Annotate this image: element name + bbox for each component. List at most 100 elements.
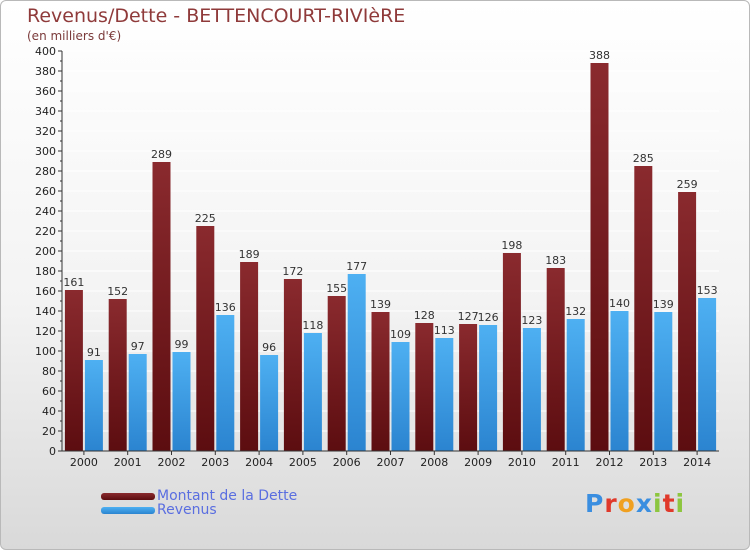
data-label-revenus: 136	[215, 301, 236, 314]
legend-swatch-revenus	[101, 506, 155, 514]
data-label-dette: 152	[107, 285, 128, 298]
x-tick-label: 2012	[596, 456, 624, 469]
data-label-revenus: 177	[346, 260, 367, 273]
legend-label-revenus: Revenus	[157, 502, 217, 518]
data-label-dette: 388	[589, 49, 610, 62]
data-label-revenus: 109	[390, 328, 411, 341]
data-label-dette: 139	[370, 298, 391, 311]
logo-letter: o	[617, 489, 636, 518]
data-label-revenus: 140	[609, 297, 630, 310]
logo-letter: P	[585, 489, 605, 518]
y-tick-label: 220	[35, 225, 56, 238]
data-label-revenus: 126	[478, 311, 499, 324]
y-tick-label: 160	[35, 285, 56, 298]
chart-title: Revenus/Dette - BETTENCOURT-RIVIèRE	[27, 5, 406, 27]
bar-dette	[502, 253, 521, 451]
bar-revenus	[654, 312, 673, 451]
legend-label-dette: Montant de la Dette	[157, 488, 298, 504]
y-tick-label: 0	[49, 445, 56, 458]
y-tick-label: 360	[35, 85, 56, 98]
logo-letter: i	[675, 489, 686, 518]
proxiti-logo: Proxiti	[585, 489, 685, 518]
logo-letter: i	[653, 489, 663, 518]
y-tick-label: 20	[42, 425, 56, 438]
bar-revenus	[566, 319, 585, 451]
data-label-dette: 225	[195, 212, 216, 225]
data-label-dette: 172	[282, 265, 303, 278]
data-label-revenus: 96	[262, 341, 276, 354]
x-tick-label: 2004	[245, 456, 273, 469]
x-tick-label: 2001	[114, 456, 142, 469]
y-tick-label: 40	[42, 405, 56, 418]
y-tick-label: 260	[35, 185, 56, 198]
legend-item-revenus: Revenus	[101, 503, 217, 517]
bar-revenus	[303, 333, 322, 451]
x-tick-label: 2009	[464, 456, 492, 469]
bar-dette	[240, 262, 259, 451]
data-label-revenus: 132	[565, 305, 586, 318]
bar-revenus	[391, 342, 410, 451]
bar-dette	[196, 226, 215, 451]
data-label-revenus: 97	[131, 340, 145, 353]
legend-item-dette: Montant de la Dette	[101, 489, 297, 503]
bar-revenus	[216, 315, 235, 451]
data-label-revenus: 99	[175, 338, 189, 351]
x-tick-label: 2006	[333, 456, 361, 469]
x-tick-label: 2002	[158, 456, 186, 469]
data-label-dette: 189	[239, 248, 260, 261]
data-label-dette: 259	[677, 178, 698, 191]
y-tick-label: 100	[35, 345, 56, 358]
x-tick-label: 2014	[683, 456, 711, 469]
bar-dette	[152, 162, 171, 451]
bar-revenus	[347, 274, 366, 451]
x-tick-label: 2007	[377, 456, 405, 469]
data-label-dette: 183	[545, 254, 566, 267]
bar-dette	[283, 279, 302, 451]
y-tick-label: 280	[35, 165, 56, 178]
bar-dette	[634, 166, 653, 451]
y-tick-label: 200	[35, 245, 56, 258]
bar-revenus	[172, 352, 191, 451]
data-label-revenus: 153	[697, 284, 718, 297]
data-label-revenus: 123	[521, 314, 542, 327]
data-label-revenus: 118	[302, 319, 323, 332]
bar-dette	[64, 290, 83, 451]
x-tick-label: 2011	[552, 456, 580, 469]
x-tick-label: 2000	[70, 456, 98, 469]
chart-subtitle: (en milliers d'€)	[27, 29, 122, 43]
bar-dette	[327, 296, 346, 451]
x-tick-label: 2005	[289, 456, 317, 469]
bar-dette	[546, 268, 565, 451]
data-label-dette: 289	[151, 148, 172, 161]
bar-revenus	[610, 311, 629, 451]
logo-letter: r	[604, 489, 618, 518]
bar-revenus	[84, 360, 103, 451]
bar-dette	[459, 324, 478, 451]
y-tick-label: 240	[35, 205, 56, 218]
bar-revenus	[698, 298, 717, 451]
bar-revenus	[260, 355, 279, 451]
y-tick-label: 80	[42, 365, 56, 378]
bar-dette	[108, 299, 127, 451]
y-tick-label: 300	[35, 145, 56, 158]
bar-revenus	[479, 325, 498, 451]
x-tick-label: 2010	[508, 456, 536, 469]
bar-revenus	[522, 328, 541, 451]
data-label-dette: 155	[326, 282, 347, 295]
y-tick-label: 400	[35, 45, 56, 58]
logo-letter: x	[635, 489, 653, 518]
bar-dette	[415, 323, 434, 451]
data-label-dette: 128	[414, 309, 435, 322]
y-tick-label: 180	[35, 265, 56, 278]
bar-dette	[371, 312, 390, 451]
y-tick-label: 60	[42, 385, 56, 398]
data-label-dette: 161	[63, 276, 84, 289]
data-label-dette: 127	[458, 310, 479, 323]
data-label-revenus: 91	[87, 346, 101, 359]
data-label-dette: 198	[501, 239, 522, 252]
data-label-dette: 285	[633, 152, 654, 165]
bar-revenus	[435, 338, 454, 451]
y-tick-label: 120	[35, 325, 56, 338]
